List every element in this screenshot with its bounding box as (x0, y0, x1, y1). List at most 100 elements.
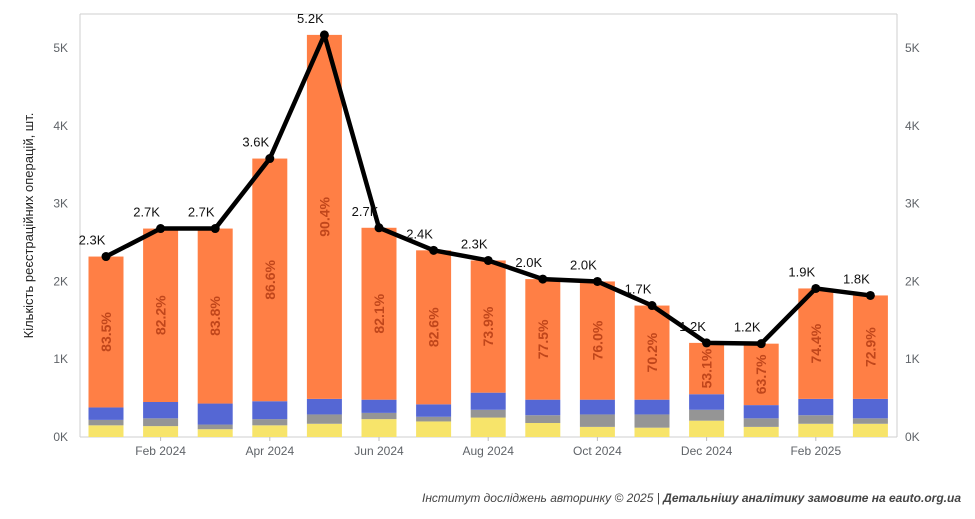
bar-segment-gray (689, 409, 725, 421)
footer-separator: | (653, 491, 664, 505)
bar-segment-yellow (689, 420, 725, 437)
bar-segment-blue (197, 403, 233, 425)
bar-percent-label: 74.4% (808, 323, 824, 363)
bar-segment-blue (470, 392, 506, 410)
bar-segment-gray (525, 415, 561, 423)
total-line-point (538, 274, 548, 284)
bar-percent-label: 76.0% (589, 320, 605, 360)
bar-segment-gray (197, 424, 233, 430)
total-value-label: 1.7K (625, 282, 652, 297)
bar-segment-orange (306, 34, 342, 399)
total-line-point (374, 223, 384, 233)
bar-segment-yellow (634, 427, 670, 437)
bar-percent-label: 83.8% (207, 296, 223, 336)
total-value-label: 2.4K (406, 226, 433, 241)
bar-segment-blue (525, 399, 561, 416)
y-tick-label-right: 3K (905, 197, 920, 211)
total-value-label: 2.0K (570, 257, 597, 272)
bar-segment-orange (689, 342, 725, 395)
bar-series (88, 34, 888, 437)
y-tick-label-right: 2K (905, 274, 920, 288)
bar-segment-gray (252, 419, 288, 426)
total-value-label: 3.6K (242, 135, 269, 150)
bar-segment-gray (416, 416, 452, 422)
bar-segment-orange (143, 228, 179, 402)
total-line-point (101, 252, 111, 262)
bar-segment-blue (852, 398, 888, 419)
y-tick-label-left: 1K (53, 352, 68, 366)
x-tick-label: Aug 2024 (463, 444, 515, 458)
footer-credit: Інститут досліджень авторинку © 2025 | Д… (422, 491, 961, 505)
x-tick-label: Apr 2024 (245, 444, 294, 458)
bar-segment-blue (416, 404, 452, 417)
bar-percent-label: 83.5% (98, 312, 114, 352)
total-value-label: 1.2K (734, 320, 761, 335)
total-line-point (210, 224, 220, 234)
bar-segment-orange (852, 295, 888, 399)
y-tick-label-left: 4K (53, 119, 68, 133)
bar-segment-yellow (143, 426, 179, 437)
bar-segment-gray (470, 409, 506, 418)
total-line-series (101, 30, 875, 349)
y-tick-label-right: 0K (905, 430, 920, 444)
y-tick-label-right: 1K (905, 352, 920, 366)
bar-segment-blue (252, 401, 288, 420)
bar-percent-label: 77.5% (535, 319, 551, 359)
bar-percent-label: 70.2% (644, 332, 660, 372)
total-line-point (265, 154, 275, 164)
bar-segment-orange (634, 305, 670, 400)
total-value-label: 2.7K (352, 204, 379, 219)
bar-segment-gray (361, 412, 397, 420)
bar-segment-blue (88, 407, 124, 420)
bar-percent-label: 82.2% (153, 295, 169, 335)
bar-segment-blue (798, 398, 834, 416)
total-value-label: 2.7K (133, 205, 160, 220)
bar-segment-gray (579, 414, 615, 427)
bar-segment-orange (579, 281, 615, 400)
bar-percent-label: 53.1% (699, 348, 715, 388)
bar-percent-label: 82.1% (371, 293, 387, 333)
total-line-point (756, 339, 766, 349)
x-tick-label: Feb 2025 (790, 444, 841, 458)
chart-axes: 0K 0K 1K 1K 2K 2K 3K 3K 4K 4K 5K 5K Кількість реєстр… (21, 13, 920, 458)
bar-segment-yellow (361, 419, 397, 437)
bar-segment-yellow (306, 423, 342, 437)
total-line-point (702, 338, 712, 348)
total-value-label: 2.3K (461, 236, 488, 251)
bar-segment-yellow (525, 423, 561, 437)
y-tick-label-left: 2K (53, 274, 68, 288)
bar-segment-orange (197, 228, 233, 404)
bar-segment-blue (743, 405, 779, 419)
total-line-point (647, 301, 657, 311)
bar-segment-yellow (252, 425, 288, 437)
total-value-label: 2.7K (188, 205, 215, 220)
total-line-point (592, 276, 602, 286)
bar-segment-orange (88, 256, 124, 408)
y-axis-title: Кількість реєстраційних операцій, шт. (21, 113, 36, 339)
bar-segment-blue (361, 399, 397, 413)
bar-segment-yellow (579, 426, 615, 437)
bar-percent-label: 73.9% (480, 306, 496, 346)
bar-percent-label: 63.7% (753, 354, 769, 394)
y-tick-label-left: 5K (53, 41, 68, 55)
bar-segment-orange (470, 260, 506, 393)
x-tick-label: Feb 2024 (135, 444, 186, 458)
x-tick-label: Jun 2024 (354, 444, 404, 458)
y-tick-label-right: 4K (905, 119, 920, 133)
bar-segment-orange (743, 343, 779, 406)
bar-percent-label: 86.6% (262, 259, 278, 299)
bar-segment-blue (634, 399, 670, 415)
bar-segment-yellow (798, 423, 834, 437)
bar-segment-orange (798, 288, 834, 399)
bar-segment-orange (361, 227, 397, 400)
bar-percent-label: 90.4% (316, 196, 332, 236)
bar-segment-orange (525, 279, 561, 400)
bar-segment-yellow (743, 426, 779, 437)
bar-segment-yellow (852, 423, 888, 437)
bar-segment-blue (143, 402, 179, 419)
total-value-label: 1.9K (788, 264, 815, 279)
bar-percent-label: 82.6% (426, 307, 442, 347)
bar-segment-gray (852, 418, 888, 424)
total-line-point (483, 255, 493, 265)
